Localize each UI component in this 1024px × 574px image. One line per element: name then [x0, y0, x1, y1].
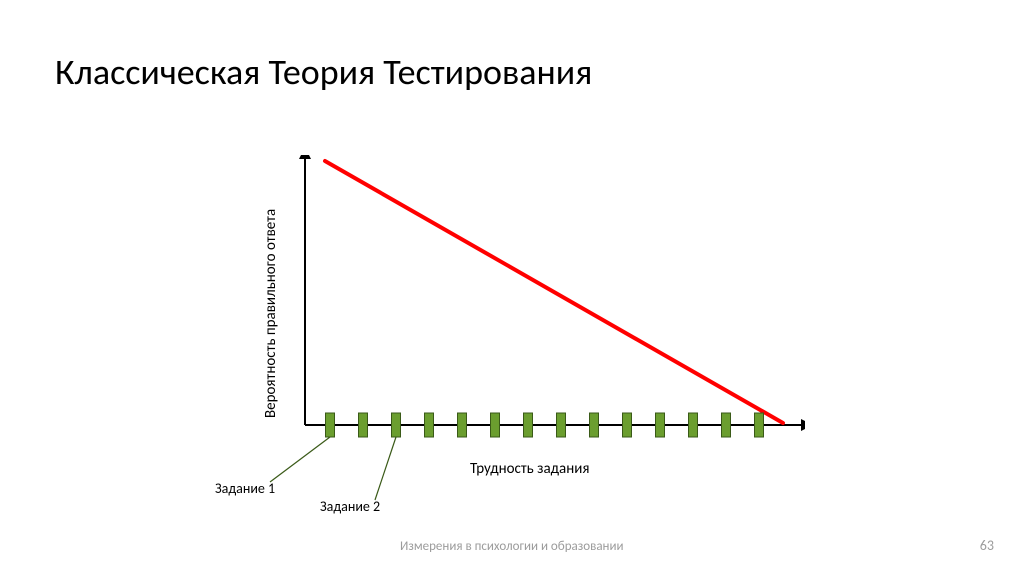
- slide-title: Классическая Теория Тестирования: [55, 50, 592, 94]
- footer-text: Измерения в психологии и образовании: [400, 539, 624, 554]
- slide: Классическая Теория Тестирования Вероятн…: [0, 0, 1024, 574]
- callout-label-2: Задание 2: [320, 498, 380, 515]
- page-number: 63: [980, 537, 994, 554]
- chart-svg: [275, 155, 805, 465]
- callout-label-1: Задание 1: [215, 480, 275, 497]
